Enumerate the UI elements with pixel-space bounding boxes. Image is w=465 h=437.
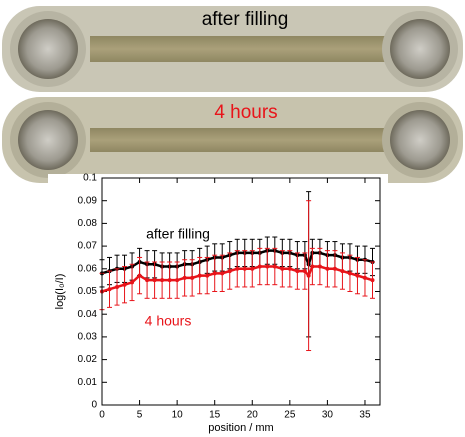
x-axis-label: position / mm <box>208 422 273 434</box>
point <box>175 278 180 283</box>
y-tick-label: 0.09 <box>78 195 98 206</box>
x-tick-label: 35 <box>359 410 371 421</box>
photo-label: 4 hours <box>214 102 277 123</box>
point <box>130 280 135 285</box>
point <box>227 269 232 274</box>
x-tick-label: 5 <box>137 410 143 421</box>
point <box>182 275 187 280</box>
point <box>287 266 292 271</box>
point <box>220 271 225 276</box>
y-tick-label: 0.08 <box>78 218 98 229</box>
plot-frame <box>101 177 381 406</box>
point <box>362 275 367 280</box>
point <box>310 264 315 269</box>
point <box>115 284 120 289</box>
point <box>325 266 330 271</box>
point <box>242 266 247 271</box>
series-label: after filling <box>146 226 210 242</box>
point <box>145 278 150 283</box>
y-tick-label: 0.06 <box>78 263 98 274</box>
x-tick-label: 25 <box>284 410 296 421</box>
point <box>347 271 352 276</box>
point <box>340 269 345 274</box>
photo-after-filling: after filling <box>2 6 463 92</box>
series-label: 4 hours <box>145 313 192 329</box>
point <box>190 275 195 280</box>
y-tick-label: 0 <box>91 400 97 411</box>
y-tick-label: 0.1 <box>83 173 97 184</box>
point <box>355 273 360 278</box>
y-tick-label: 0.05 <box>78 286 98 297</box>
point <box>152 278 157 283</box>
chart: 0 0.01 0.02 0.03 0.04 0.05 0.06 0.07 0.08 0.09 0.1… <box>54 173 381 434</box>
y-tick-label: 0.01 <box>78 377 98 388</box>
point <box>160 278 165 283</box>
point <box>137 273 142 278</box>
point <box>250 266 255 271</box>
point <box>122 282 127 287</box>
point <box>317 264 322 269</box>
point <box>257 264 262 269</box>
point <box>197 273 202 278</box>
y-tick-label: 0.07 <box>78 241 98 252</box>
point <box>306 273 311 278</box>
point <box>235 266 240 271</box>
chart-background <box>48 174 388 437</box>
point <box>280 266 285 271</box>
y-axis-label: log(I₀/I) <box>54 274 66 310</box>
point <box>332 266 337 271</box>
point <box>295 269 300 274</box>
point <box>265 264 270 269</box>
point <box>212 271 217 276</box>
photo-label: after filling <box>202 9 289 30</box>
point <box>272 264 277 269</box>
point <box>302 269 307 274</box>
x-tick-label: 20 <box>247 410 259 421</box>
y-tick-label: 0.03 <box>78 332 98 343</box>
y-tick-label: 0.04 <box>78 309 98 320</box>
y-tick-label: 0.02 <box>78 354 98 365</box>
x-tick-label: 30 <box>322 410 334 421</box>
x-tick-label: 10 <box>172 410 184 421</box>
photo-4-hours: 4 hours <box>2 97 463 183</box>
point <box>107 287 112 292</box>
point <box>370 278 375 283</box>
x-tick-label: 15 <box>209 410 221 421</box>
point <box>167 278 172 283</box>
point <box>205 273 210 278</box>
x-tick-label: 0 <box>99 410 105 421</box>
